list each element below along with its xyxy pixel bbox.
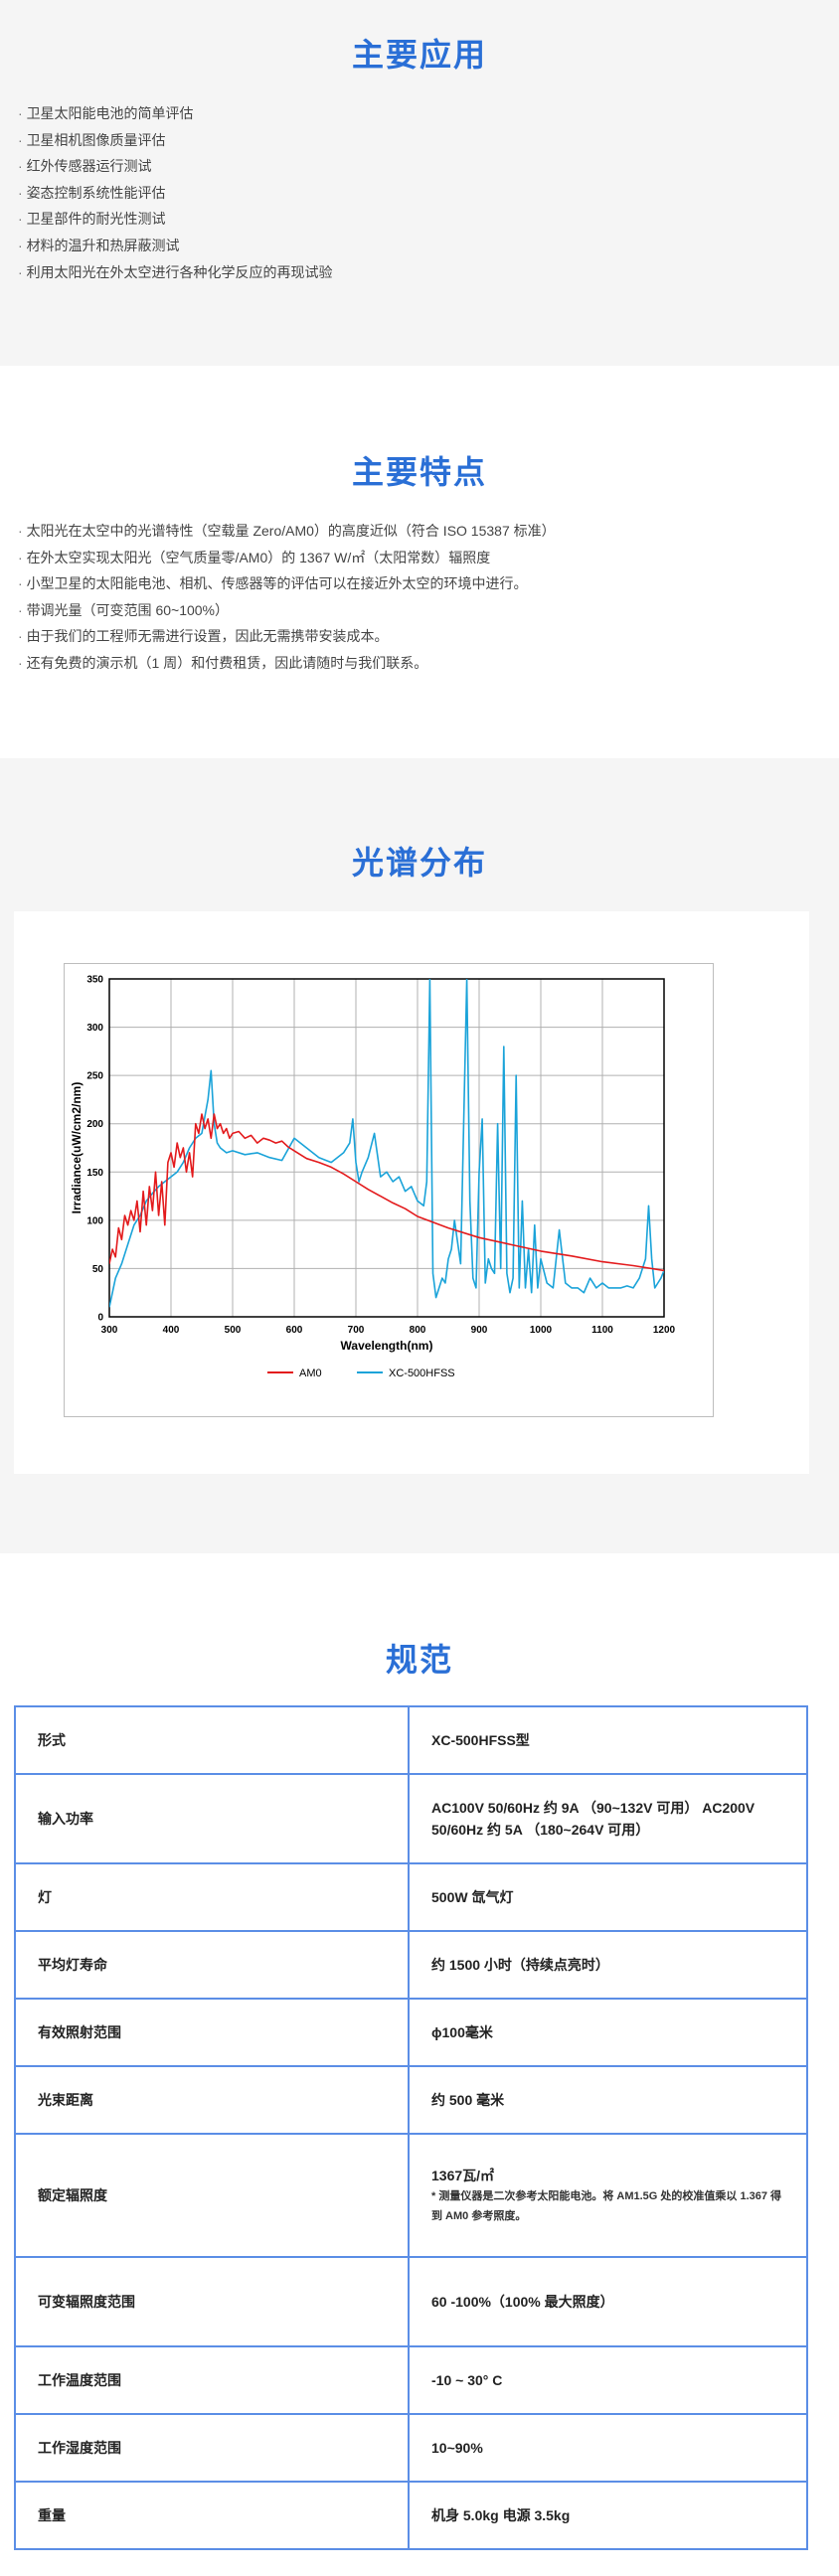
table-row: 灯 500W 氙气灯 — [14, 1862, 808, 1932]
chart-frame: 300 400 500 600 700 800 900 1000 1100 1200 0 50 100 1… — [64, 963, 714, 1417]
list-item: 在外太空实现太阳光（空气质量零/AM0）的 1367 W/㎡（太阳常数）辐照度 — [18, 545, 556, 571]
chart-card: 300 400 500 600 700 800 900 1000 1100 1200 0 50 100 1… — [14, 911, 809, 1474]
spec-note: * 测量仪器是二次参考太阳能电池。将 AM1.5G 处的校准值乘以 1.367 … — [431, 2190, 782, 2222]
table-row: 重量 机身 5.0kg 电源 3.5kg — [14, 2481, 808, 2550]
legend-label: AM0 — [299, 1368, 322, 1379]
table-row: 工作温度范围 -10 ~ 30° C — [14, 2345, 808, 2415]
spec-value: 机身 5.0kg 电源 3.5kg — [408, 2481, 808, 2550]
table-row: 额定辐照度 1367瓦/㎡ * 测量仪器是二次参考太阳能电池。将 AM1.5G … — [14, 2133, 808, 2258]
specs-section: 规范 形式 XC-500HFSS型 输入功率 AC100V 50/60Hz 约 … — [0, 1553, 839, 2576]
y-tick-label: 50 — [92, 1264, 104, 1275]
x-tick-label: 800 — [410, 1325, 426, 1336]
table-row: 有效照射范围 ϕ100毫米 — [14, 1998, 808, 2067]
spec-key: 有效照射范围 — [14, 1998, 410, 2067]
list-item: 卫星太阳能电池的简单评估 — [18, 100, 333, 127]
spec-key: 重量 — [14, 2481, 410, 2550]
spec-value: 约 500 毫米 — [408, 2065, 808, 2135]
y-tick-label: 350 — [86, 975, 103, 986]
list-item: 小型卫星的太阳能电池、相机、传感器等的评估可以在接近外太空的环境中进行。 — [18, 570, 556, 597]
y-tick-label: 150 — [86, 1168, 103, 1179]
x-tick-label: 1000 — [530, 1325, 553, 1336]
spec-key: 形式 — [14, 1705, 410, 1775]
applications-list: 卫星太阳能电池的简单评估 卫星相机图像质量评估 红外传感器运行测试 姿态控制系统… — [18, 100, 333, 285]
list-item: 红外传感器运行测试 — [18, 153, 333, 180]
table-row: 形式 XC-500HFSS型 — [14, 1705, 808, 1775]
y-tick-label: 200 — [86, 1119, 103, 1130]
list-item: 姿态控制系统性能评估 — [18, 180, 333, 207]
x-tick-label: 1200 — [653, 1325, 676, 1336]
spec-key: 可变辐照度范围 — [14, 2256, 410, 2347]
x-tick-label: 700 — [348, 1325, 365, 1336]
table-row: 输入功率 AC100V 50/60Hz 约 9A （90~132V 可用） AC… — [14, 1773, 808, 1864]
spec-key: 光束距离 — [14, 2065, 410, 2135]
spec-key: 工作温度范围 — [14, 2345, 410, 2415]
spec-key: 工作湿度范围 — [14, 2413, 410, 2483]
y-tick-label: 100 — [86, 1215, 103, 1226]
spectrum-title: 光谱分布 — [351, 845, 487, 881]
features-title: 主要特点 — [351, 454, 487, 490]
list-item: 还有免费的演示机（1 周）和付费租赁，因此请随时与我们联系。 — [18, 650, 556, 677]
list-item: 太阳光在太空中的光谱特性（空载量 Zero/AM0）的高度近似（符合 ISO 1… — [18, 518, 556, 545]
spec-value: 500W 氙气灯 — [408, 1862, 808, 1932]
spec-key: 额定辐照度 — [14, 2133, 410, 2258]
x-tick-label: 1100 — [591, 1325, 613, 1336]
spec-value: -10 ~ 30° C — [408, 2345, 808, 2415]
spec-value: 10~90% — [408, 2413, 808, 2483]
x-tick-label: 500 — [225, 1325, 242, 1336]
spec-value: 1367瓦/㎡ — [431, 2168, 495, 2183]
table-row: 平均灯寿命 约 1500 小时（持续点亮时） — [14, 1930, 808, 2000]
legend-label: XC-500HFSS — [389, 1368, 455, 1379]
x-tick-label: 400 — [163, 1325, 180, 1336]
table-row: 可变辐照度范围 60 -100%（100% 最大照度） — [14, 2256, 808, 2347]
series-line-xc-500hfss — [109, 979, 664, 1308]
specs-title: 规范 — [385, 1642, 453, 1678]
y-tick-label: 250 — [86, 1071, 103, 1082]
y-tick-label: 0 — [97, 1313, 103, 1324]
spec-value-cell: 1367瓦/㎡ * 测量仪器是二次参考太阳能电池。将 AM1.5G 处的校准值乘… — [408, 2133, 808, 2258]
list-item: 带调光量（可变范围 60~100%） — [18, 597, 556, 624]
list-item: 卫星部件的耐光性测试 — [18, 206, 333, 233]
y-tick-label: 300 — [86, 1023, 103, 1034]
series-line-am0 — [109, 1113, 664, 1272]
applications-title: 主要应用 — [351, 37, 487, 73]
spectrum-chart: 300 400 500 600 700 800 900 1000 1100 1200 0 50 100 1… — [70, 975, 676, 1380]
list-item: 材料的温升和热屏蔽测试 — [18, 233, 333, 259]
spec-value: ϕ100毫米 — [408, 1998, 808, 2067]
list-item: 利用太阳光在外太空进行各种化学反应的再现试验 — [18, 259, 333, 286]
x-tick-label: 900 — [471, 1325, 488, 1336]
spectrum-section: 光谱分布 300 400 500 600 700 800 900 1000 1100 1200 0 5… — [0, 758, 839, 1553]
features-list: 太阳光在太空中的光谱特性（空载量 Zero/AM0）的高度近似（符合 ISO 1… — [18, 518, 556, 677]
x-tick-label: 600 — [286, 1325, 303, 1336]
spec-value: 60 -100%（100% 最大照度） — [408, 2256, 808, 2347]
list-item: 由于我们的工程师无需进行设置，因此无需携带安装成本。 — [18, 623, 556, 650]
table-row: 光束距离 约 500 毫米 — [14, 2065, 808, 2135]
spec-value: XC-500HFSS型 — [408, 1705, 808, 1775]
spec-value: 约 1500 小时（持续点亮时） — [408, 1930, 808, 2000]
applications-section: 主要应用 卫星太阳能电池的简单评估 卫星相机图像质量评估 红外传感器运行测试 姿… — [0, 0, 839, 366]
y-axis-label: Irradiance(uW/cm2/nm) — [70, 1082, 84, 1214]
spec-value: AC100V 50/60Hz 约 9A （90~132V 可用） AC200V … — [408, 1773, 808, 1864]
spec-key: 灯 — [14, 1862, 410, 1932]
table-row: 工作湿度范围 10~90% — [14, 2413, 808, 2483]
list-item: 卫星相机图像质量评估 — [18, 127, 333, 154]
specs-table: 形式 XC-500HFSS型 输入功率 AC100V 50/60Hz 约 9A … — [14, 1705, 808, 2550]
x-axis-label: Wavelength(nm) — [341, 1339, 433, 1353]
x-tick-label: 300 — [101, 1325, 118, 1336]
features-section: 主要特点 太阳光在太空中的光谱特性（空载量 Zero/AM0）的高度近似（符合 … — [0, 366, 839, 758]
spec-key: 输入功率 — [14, 1773, 410, 1864]
spec-key: 平均灯寿命 — [14, 1930, 410, 2000]
plot-border — [108, 978, 665, 1318]
